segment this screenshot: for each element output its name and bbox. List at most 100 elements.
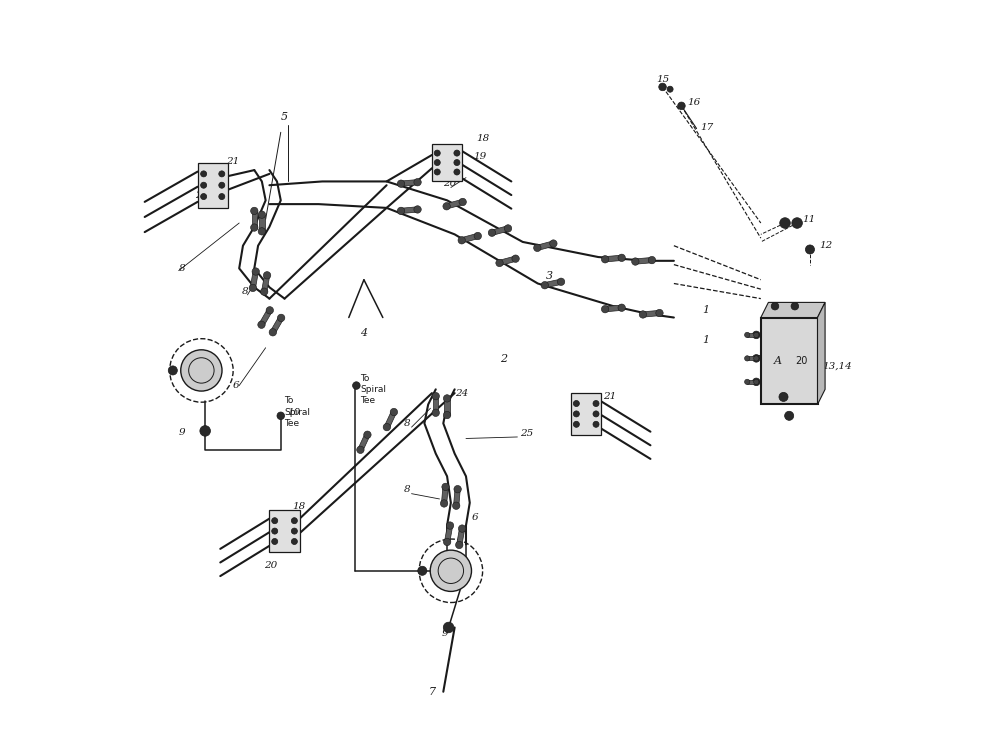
Circle shape — [443, 395, 451, 402]
Bar — [262, 275, 270, 292]
Circle shape — [434, 169, 440, 175]
Circle shape — [753, 355, 760, 362]
Circle shape — [272, 538, 278, 544]
Text: 12: 12 — [797, 389, 810, 398]
Circle shape — [291, 518, 297, 524]
Circle shape — [458, 525, 466, 532]
Text: 18: 18 — [292, 502, 305, 511]
Circle shape — [573, 411, 579, 417]
Circle shape — [601, 305, 609, 313]
Circle shape — [418, 566, 427, 575]
Circle shape — [512, 255, 519, 262]
Text: 15: 15 — [656, 75, 670, 84]
Circle shape — [550, 240, 557, 247]
Circle shape — [667, 86, 673, 92]
Text: To
Spiral
Tee: To Spiral Tee — [285, 396, 311, 428]
Text: 5: 5 — [281, 112, 288, 122]
Text: 21: 21 — [226, 156, 240, 166]
Circle shape — [488, 229, 496, 237]
Circle shape — [753, 331, 760, 339]
Text: 24: 24 — [455, 389, 468, 398]
Bar — [250, 271, 258, 288]
Circle shape — [219, 171, 225, 177]
Circle shape — [430, 550, 471, 591]
Circle shape — [291, 538, 297, 544]
Circle shape — [443, 622, 454, 633]
Text: 23: 23 — [195, 191, 209, 200]
Text: 18: 18 — [476, 134, 489, 143]
Text: 8: 8 — [404, 419, 411, 428]
Circle shape — [414, 206, 421, 213]
Bar — [432, 144, 462, 181]
Circle shape — [659, 83, 666, 91]
Text: 9: 9 — [179, 428, 185, 437]
Circle shape — [791, 302, 799, 310]
Bar — [643, 311, 660, 317]
Circle shape — [383, 423, 391, 431]
Circle shape — [805, 245, 814, 254]
Circle shape — [754, 380, 759, 385]
Text: 21: 21 — [603, 392, 616, 401]
Text: 22: 22 — [588, 408, 601, 417]
Text: 19: 19 — [287, 523, 300, 532]
Circle shape — [219, 194, 225, 200]
Circle shape — [454, 485, 461, 493]
Bar — [544, 279, 562, 288]
Circle shape — [272, 518, 278, 524]
Circle shape — [397, 207, 405, 215]
Circle shape — [754, 333, 759, 338]
Circle shape — [745, 380, 750, 385]
Text: 12: 12 — [819, 241, 832, 250]
Circle shape — [454, 150, 460, 156]
Circle shape — [541, 281, 548, 289]
Circle shape — [432, 392, 439, 400]
Text: 1: 1 — [703, 305, 710, 315]
Polygon shape — [818, 302, 825, 404]
Circle shape — [656, 309, 663, 317]
Circle shape — [258, 321, 265, 328]
Circle shape — [474, 232, 481, 240]
Text: 19: 19 — [474, 152, 487, 161]
Circle shape — [266, 307, 274, 314]
Bar — [761, 318, 818, 404]
Bar — [401, 207, 418, 213]
Bar — [457, 528, 465, 545]
Circle shape — [251, 207, 258, 215]
Polygon shape — [761, 302, 825, 318]
Circle shape — [745, 333, 750, 338]
Bar — [635, 258, 652, 264]
Circle shape — [201, 171, 207, 177]
Circle shape — [432, 409, 439, 417]
Bar — [259, 309, 272, 326]
Circle shape — [459, 198, 466, 206]
Bar — [747, 357, 756, 361]
Circle shape — [443, 203, 450, 210]
Circle shape — [454, 169, 460, 175]
Bar — [537, 241, 554, 250]
Circle shape — [263, 271, 271, 279]
Text: 8: 8 — [179, 264, 185, 273]
Circle shape — [414, 178, 421, 186]
Circle shape — [534, 244, 541, 252]
Circle shape — [753, 378, 760, 386]
Circle shape — [557, 278, 565, 286]
Circle shape — [452, 502, 460, 510]
Circle shape — [434, 160, 440, 166]
Text: 10: 10 — [287, 407, 300, 417]
Text: 9: 9 — [442, 629, 448, 638]
Circle shape — [249, 284, 257, 292]
Circle shape — [390, 408, 398, 416]
Circle shape — [454, 160, 460, 166]
Circle shape — [601, 256, 609, 263]
Circle shape — [593, 411, 599, 417]
Bar — [384, 411, 396, 428]
Text: 25: 25 — [520, 429, 534, 438]
Circle shape — [771, 302, 779, 310]
Bar — [445, 525, 453, 542]
Circle shape — [754, 356, 759, 361]
Bar — [444, 398, 450, 415]
Text: 20: 20 — [264, 561, 277, 570]
Bar — [358, 434, 370, 451]
Circle shape — [272, 528, 278, 534]
Circle shape — [443, 411, 451, 419]
